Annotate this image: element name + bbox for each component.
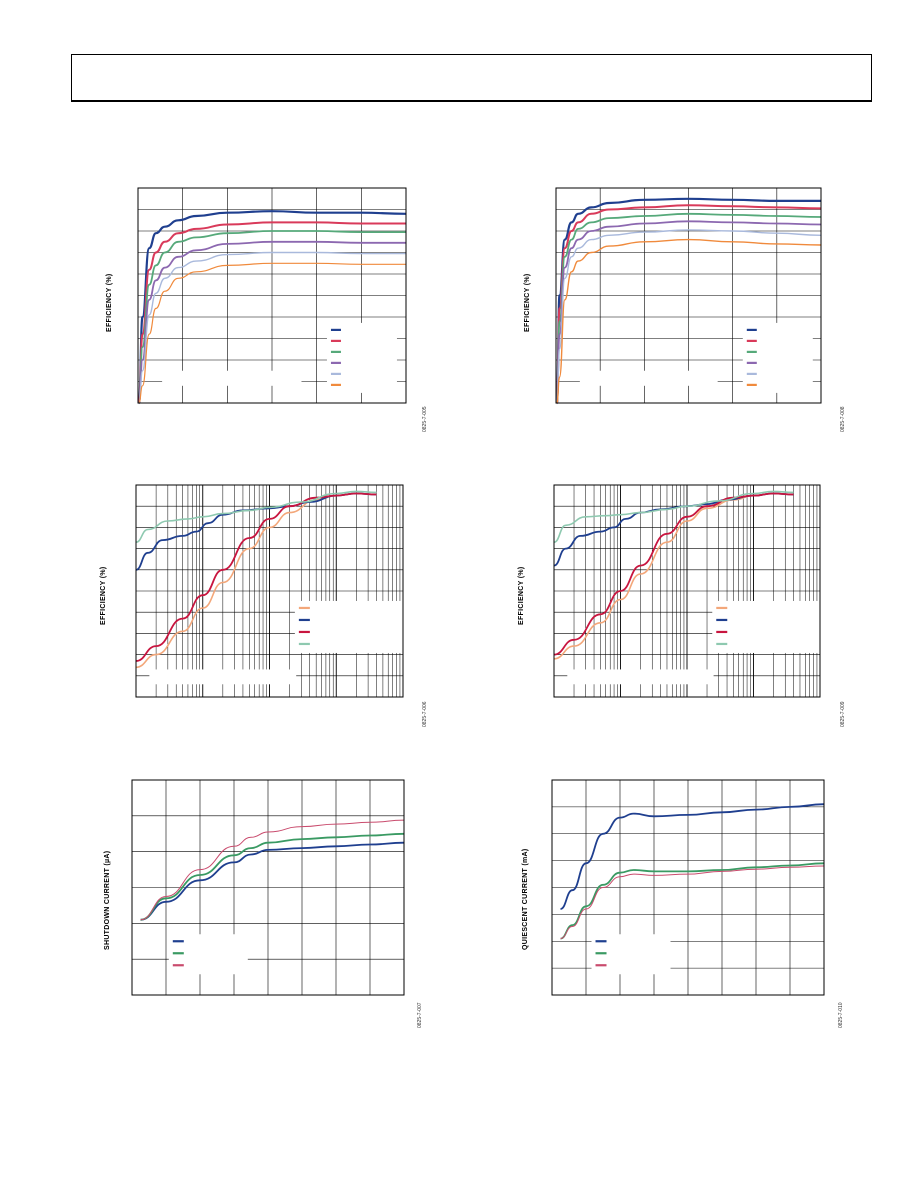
figure-number: 0825-7-009 [840, 701, 846, 727]
series-line-6 [556, 238, 822, 404]
figure-efficiency-1: EFFICIENCY (%) 0825-7-005 [100, 180, 440, 440]
series-line-5 [556, 229, 822, 404]
chart-svg [553, 484, 822, 698]
chart-svg [137, 187, 407, 405]
series-line-5 [138, 251, 406, 404]
series-line-6 [138, 262, 406, 404]
y-axis-label: EFFICIENCY (%) [524, 273, 531, 332]
legend [712, 600, 822, 653]
series-line-1 [560, 803, 825, 910]
series-line-2 [137, 221, 406, 404]
figure-shutdown-current: SHUTDOWN CURRENT (µA) 0825-7-007 [100, 772, 440, 1032]
page-header-box [71, 54, 872, 102]
figure-number: 0825-7-007 [417, 1002, 423, 1028]
plot-frame [553, 484, 821, 698]
figure-efficiency-2: EFFICIENCY (%) 0825-7-008 [518, 180, 858, 440]
series-line-3 [135, 492, 377, 662]
series-line-1 [140, 841, 405, 921]
chart-svg [551, 779, 825, 996]
series-line-4 [556, 220, 822, 404]
legend-background [326, 322, 397, 393]
legend [742, 322, 813, 393]
y-axis-label: EFFICIENCY (%) [106, 273, 113, 332]
chart-svg [135, 484, 404, 698]
series-line-4 [135, 490, 377, 543]
legend [326, 322, 397, 393]
series-line-3 [553, 492, 794, 656]
series-line-2 [560, 862, 825, 940]
figure-efficiency-log-2: EFFICIENCY (%) 0825-7-009 [513, 477, 858, 737]
plot-frame [137, 187, 407, 404]
annotation-box [162, 370, 302, 386]
annotation-box [149, 669, 297, 685]
legend [294, 600, 404, 653]
plot-frame [555, 187, 822, 404]
series-line-3 [140, 819, 405, 921]
legend-background [294, 600, 404, 653]
chart-svg [555, 187, 822, 405]
grid [554, 485, 820, 697]
series-line-3 [560, 865, 825, 940]
series-line-4 [138, 240, 406, 404]
series-line-4 [553, 490, 794, 543]
plot-frame [135, 484, 404, 698]
figure-number: 0825-7-008 [840, 406, 846, 432]
y-axis-label: EFFICIENCY (%) [518, 566, 525, 625]
legend-background [742, 322, 813, 393]
grid [132, 780, 404, 995]
series-line-3 [138, 230, 406, 404]
series-line-2 [140, 832, 405, 921]
plot-frame [551, 779, 825, 996]
grid [136, 485, 403, 697]
legend [168, 934, 248, 975]
figure-number: 0825-7-010 [838, 1002, 844, 1028]
y-axis-label: SHUTDOWN CURRENT (µA) [104, 850, 111, 950]
series-line-1 [137, 210, 407, 405]
y-axis-label: EFFICIENCY (%) [100, 566, 107, 625]
figure-quiescent-current: QUIESCENT CURRENT (mA) 0825-7-010 [518, 772, 858, 1032]
legend-background [712, 600, 822, 653]
figure-number: 0825-7-005 [422, 406, 428, 432]
plot-frame [131, 779, 405, 996]
chart-svg [131, 779, 405, 996]
figure-number: 0825-7-006 [422, 701, 428, 727]
annotation-box [567, 669, 714, 685]
annotation-box [579, 370, 718, 386]
y-axis-label: QUIESCENT CURRENT (mA) [522, 848, 529, 951]
figure-efficiency-log-1: EFFICIENCY (%) 0825-7-006 [95, 477, 440, 737]
legend [591, 934, 671, 975]
